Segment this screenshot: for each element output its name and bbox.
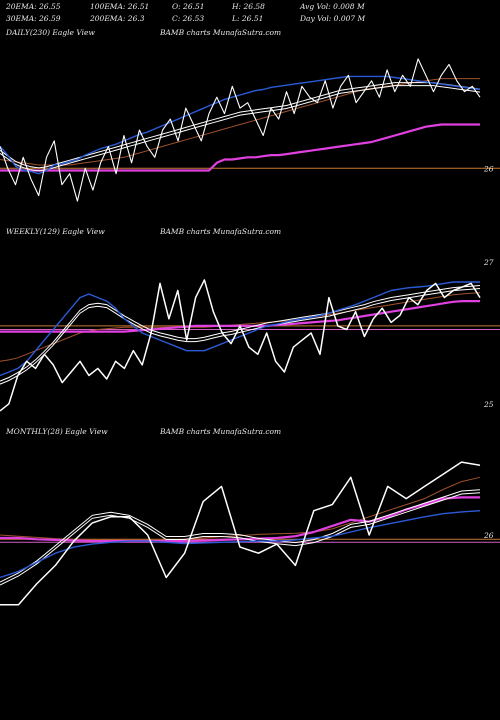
daily-price-line xyxy=(0,58,481,202)
monthly-ema-white-line-1 xyxy=(0,492,481,586)
daily-panel-watermark: BAMB charts MunafaSutra.com xyxy=(160,28,282,37)
monthly-panel-watermark: BAMB charts MunafaSutra.com xyxy=(160,427,282,436)
header-ema30: 30EMA: 26.59 xyxy=(6,14,61,23)
weekly-panel-watermark: BAMB charts MunafaSutra.com xyxy=(160,227,282,236)
daily-panel-label: DAILY(230) Eagle View xyxy=(6,28,95,37)
weekly-ema-brown-line xyxy=(0,292,481,362)
daily-ema-pink-line xyxy=(0,123,480,172)
monthly-chart: 26 xyxy=(0,461,500,606)
header-dayvol: Day Vol: 0.007 M xyxy=(300,14,366,23)
monthly-panel-label: MONTHLY(28) Eagle View xyxy=(6,427,108,436)
weekly-ema-white-line-0 xyxy=(0,285,481,382)
header-ema100: 100EMA: 26.51 xyxy=(90,2,150,11)
daily-ema-blue-line xyxy=(0,75,481,175)
daily-y-tick-label-0: 26 xyxy=(483,164,494,173)
weekly-ema-blue-line xyxy=(0,281,480,377)
weekly-y-tick-label-1: 25 xyxy=(483,400,494,409)
header-avgvol: Avg Vol: 0.008 M xyxy=(300,2,365,11)
header-low: L: 26.51 xyxy=(232,14,264,23)
daily-ema-white-line-1 xyxy=(0,85,481,172)
monthly-ema-brown-line xyxy=(0,476,481,541)
monthly-ema-pink-line xyxy=(0,496,480,543)
monthly-ema-blue-line xyxy=(0,510,481,579)
monthly-ema-white-line-0 xyxy=(0,489,481,583)
weekly-panel-label: WEEKLY(129) Eagle View xyxy=(6,227,105,236)
monthly-price-line xyxy=(0,461,481,606)
weekly-y-tick-label-0: 27 xyxy=(483,258,494,267)
header-high: H: 26.58 xyxy=(232,2,265,11)
header-open: O: 26.51 xyxy=(172,2,205,11)
header-ema200: 200EMA: 26.3 xyxy=(90,14,145,23)
daily-chart: 26 xyxy=(0,58,500,202)
header-ema20: 20EMA: 26.55 xyxy=(6,2,61,11)
header-close: C: 26.53 xyxy=(172,14,205,23)
weekly-ema-white-line-1 xyxy=(0,288,481,385)
weekly-chart: 27 25 xyxy=(0,258,500,412)
monthly-y-tick-label-0: 26 xyxy=(483,531,494,540)
weekly-price-line xyxy=(0,279,481,412)
daily-ema-brown-line xyxy=(0,78,480,166)
